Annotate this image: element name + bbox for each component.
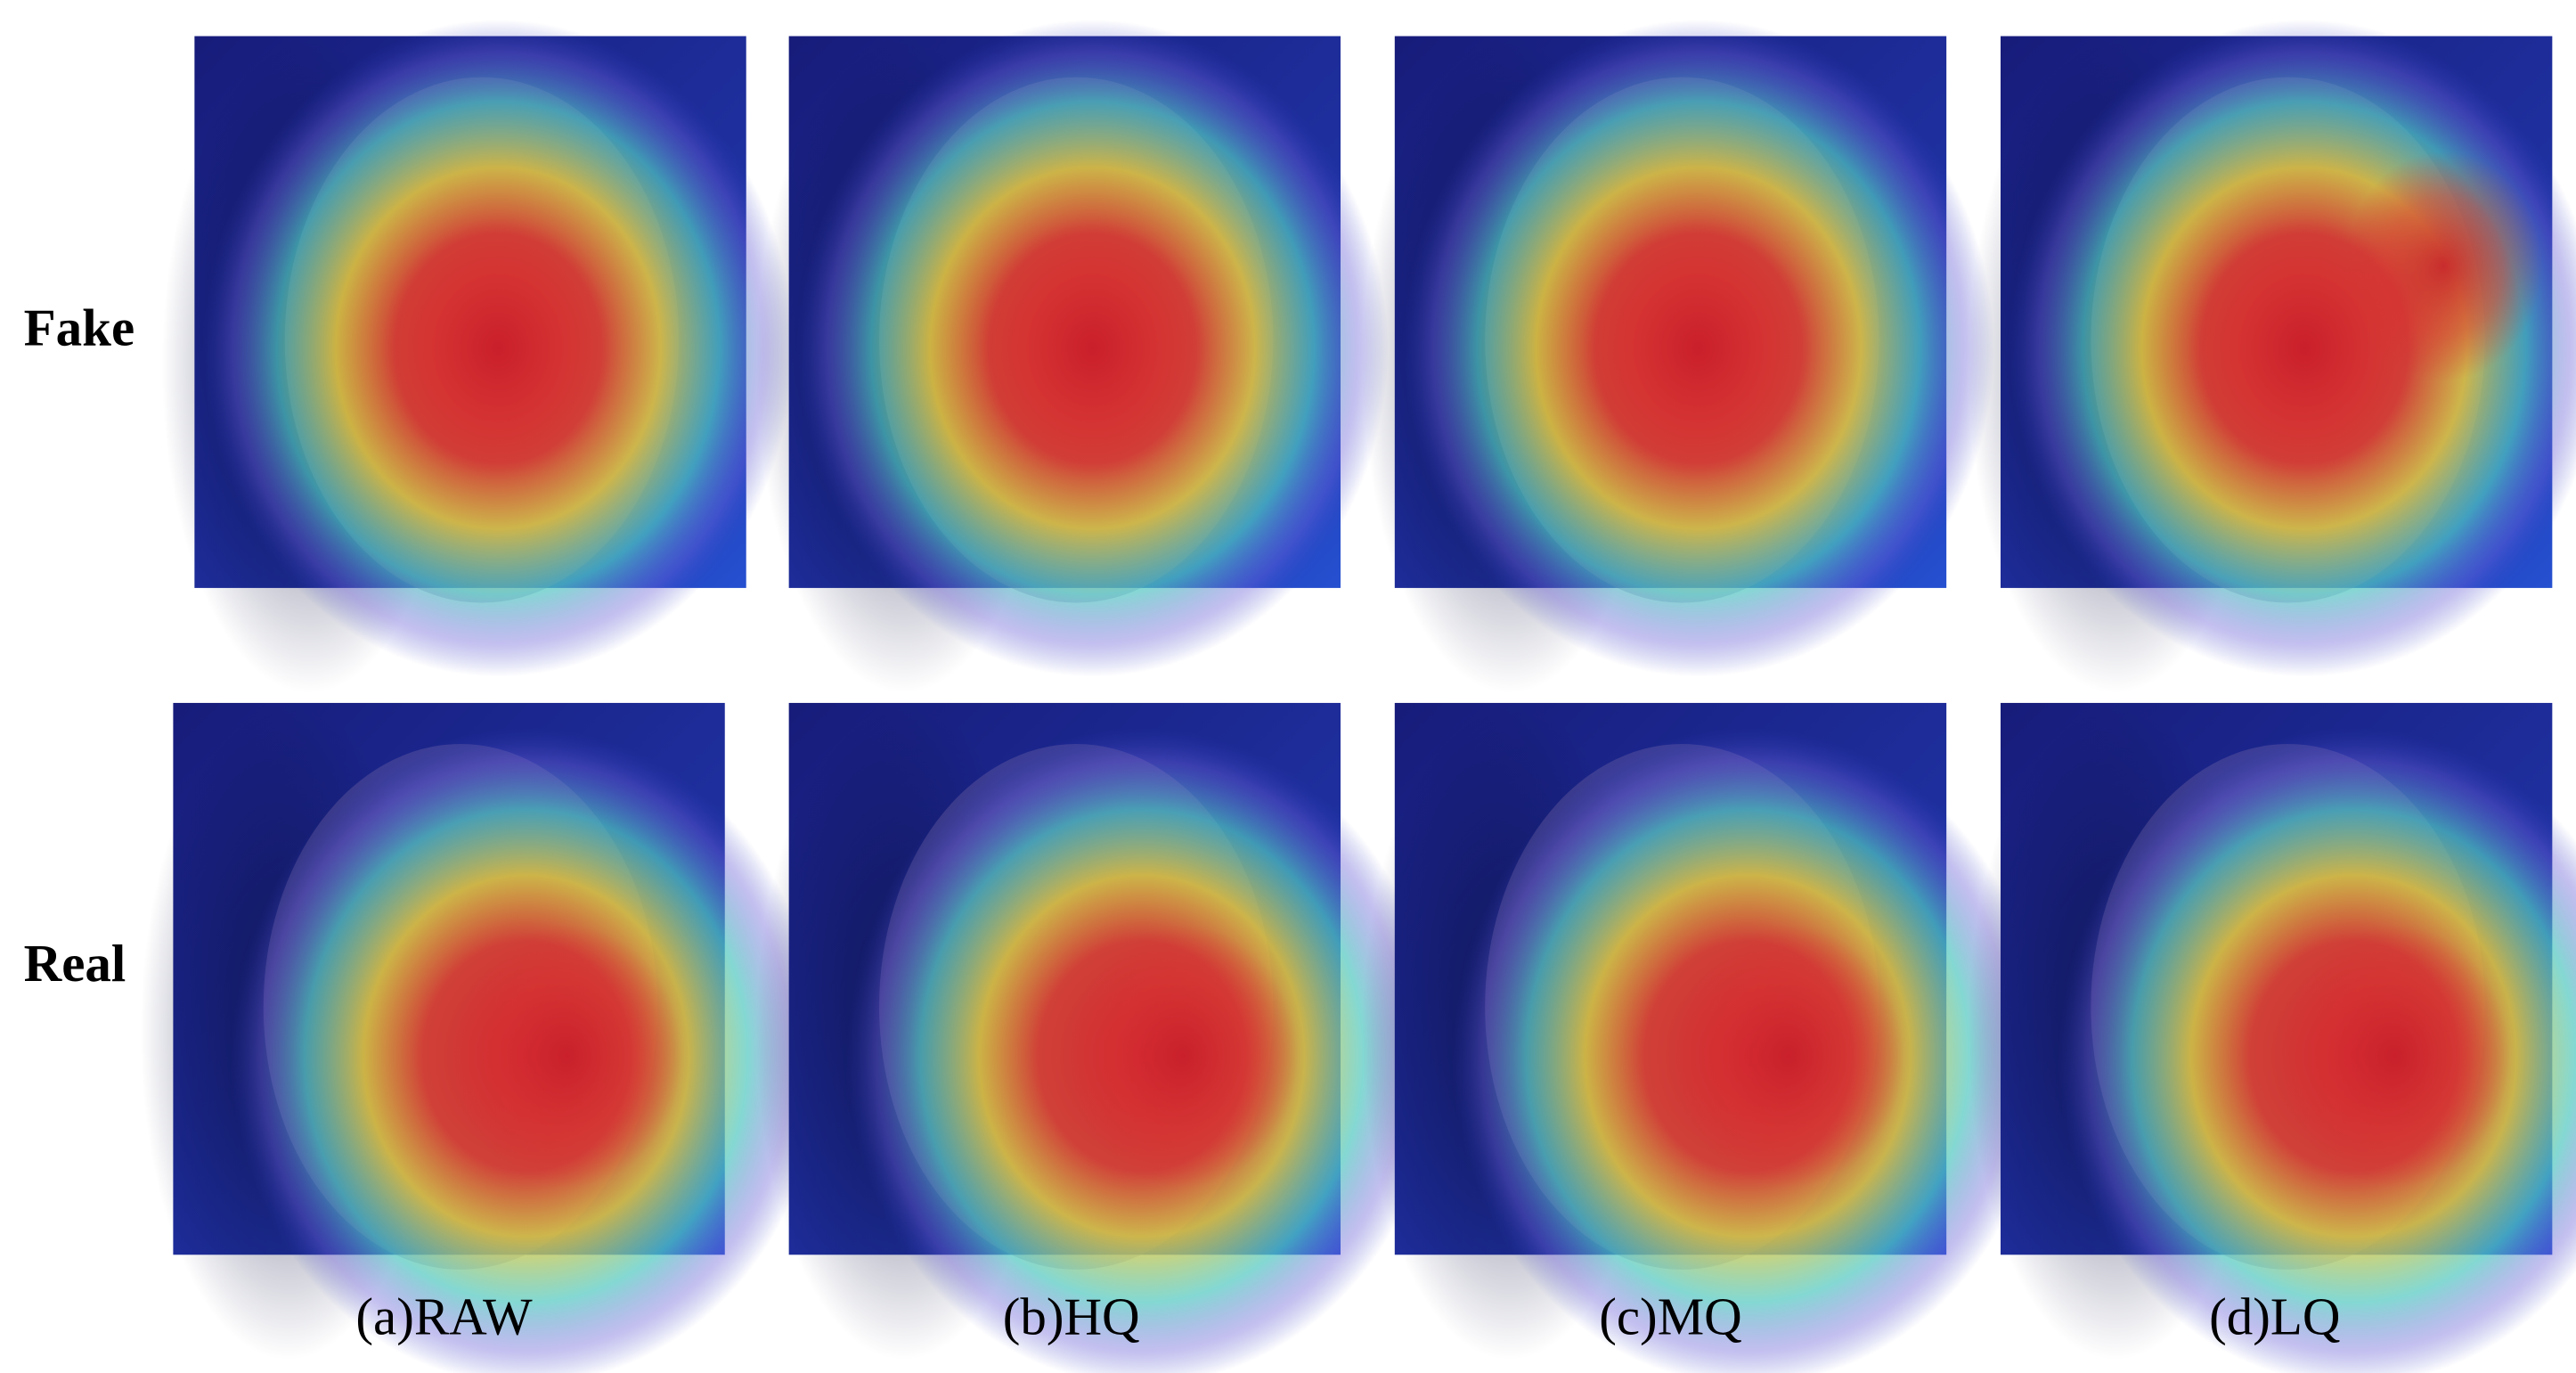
column-caption: (a)RAW bbox=[355, 1287, 533, 1345]
heat-core bbox=[977, 217, 1208, 480]
row-label: Fake bbox=[24, 298, 135, 357]
heatmap-image bbox=[1968, 20, 2576, 693]
heatmap-image bbox=[1361, 20, 1994, 693]
column-caption: (b)HQ bbox=[1003, 1287, 1140, 1345]
heatmap-image bbox=[755, 702, 1438, 1373]
heat-core bbox=[1674, 924, 1904, 1188]
heat-core bbox=[2345, 151, 2543, 381]
heatmap-image bbox=[140, 702, 822, 1373]
row-label: Real bbox=[24, 934, 126, 993]
heat-core bbox=[452, 924, 682, 1188]
column-caption: (d)LQ bbox=[2209, 1287, 2340, 1345]
heatmap-image bbox=[161, 20, 795, 693]
heatmap-image bbox=[755, 20, 1389, 693]
heat-core bbox=[383, 217, 614, 480]
heatmap-image bbox=[1968, 702, 2576, 1373]
heat-core bbox=[1583, 217, 1814, 480]
column-caption: (c)MQ bbox=[1599, 1287, 1741, 1345]
heatmap-image bbox=[1361, 702, 2043, 1373]
heat-core bbox=[1067, 924, 1299, 1188]
heat-core bbox=[2279, 924, 2510, 1188]
